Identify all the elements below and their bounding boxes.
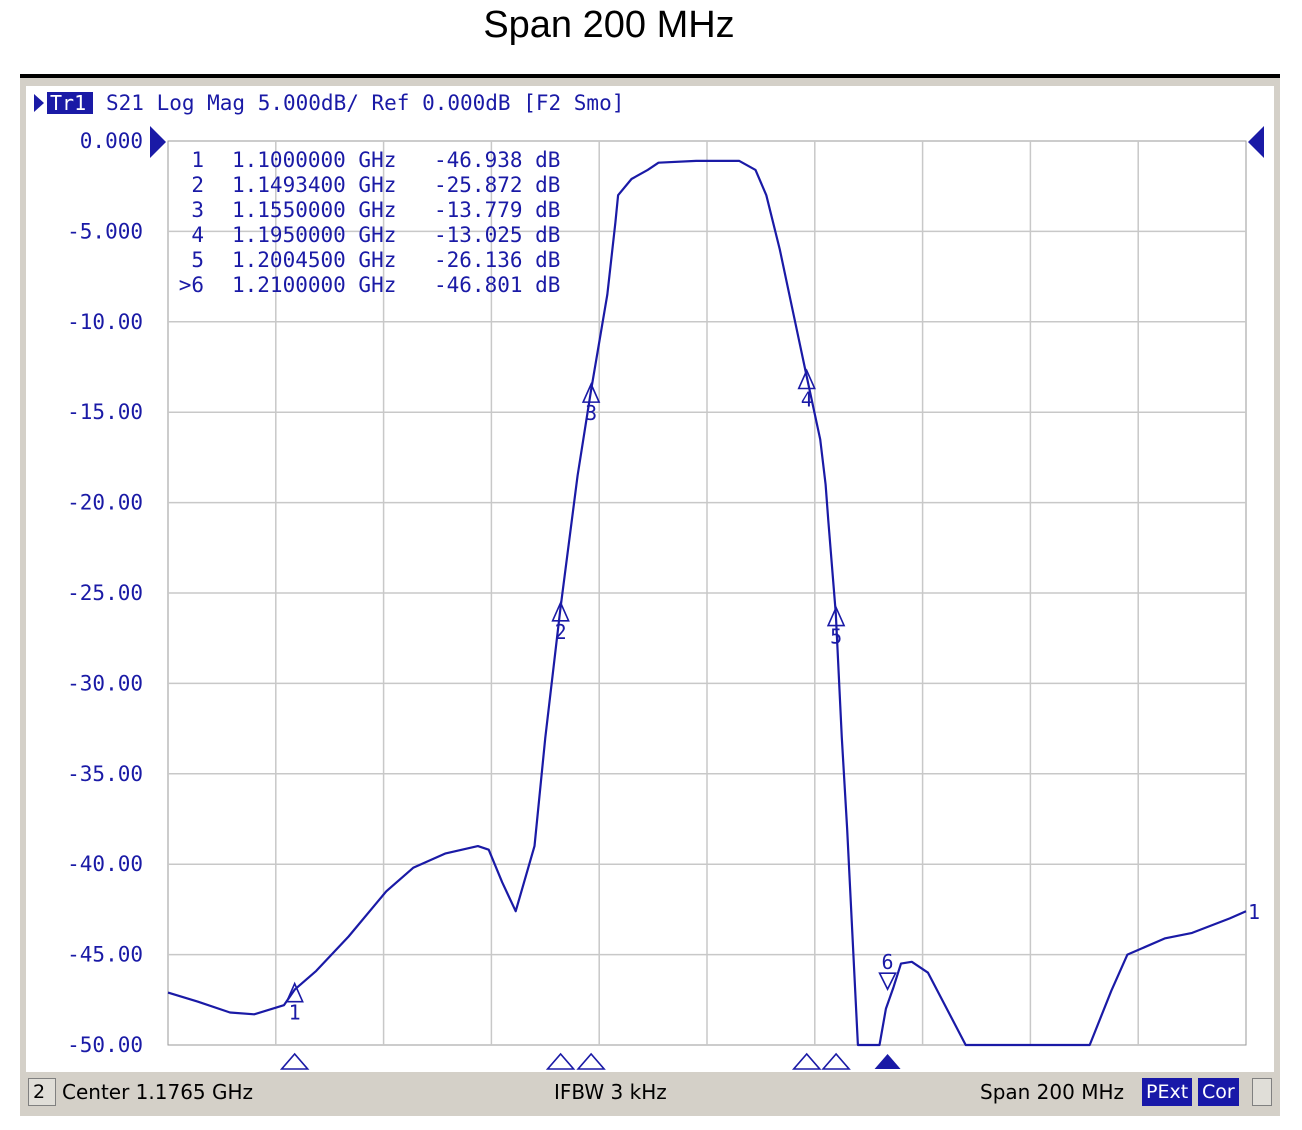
y-tick-label: -25.00	[67, 581, 143, 605]
trace-tag-box[interactable]	[47, 92, 93, 114]
trace-line-s21	[167, 159, 1247, 1047]
correction-flag[interactable]: Cor	[1198, 1078, 1239, 1106]
trace-tag[interactable]: Tr1	[50, 91, 86, 115]
marker-layer: 1 2 3 4 5 6	[279, 368, 901, 1070]
y-tick-label: -10.00	[67, 310, 143, 334]
marker-position-icon	[279, 1052, 310, 1070]
center-frequency[interactable]: Center 1.1765 GHz	[62, 1080, 254, 1104]
status-end-box	[1252, 1078, 1272, 1106]
span-setting[interactable]: Span 200 MHz	[980, 1080, 1125, 1104]
reference-level-right-icon[interactable]	[1248, 126, 1264, 158]
marker-table-frequency: 1.2100000 GHz	[232, 273, 396, 297]
marker-triangle-icon	[797, 368, 816, 390]
marker-label: 6	[882, 950, 894, 974]
trace-end-label: 1	[1248, 900, 1260, 924]
marker-position-icon	[545, 1052, 576, 1070]
marker-label: 1	[289, 1001, 301, 1025]
marker-table-value: -46.801 dB	[434, 273, 560, 297]
marker-table-id: 3	[191, 198, 204, 222]
y-axis-labels: 0.000 -5.000 -10.00 -15.00 -20.00 -25.00 -30.0…	[67, 129, 143, 1057]
y-tick-label: -30.00	[67, 671, 143, 695]
y-tick-label: -50.00	[67, 1033, 143, 1057]
marker-table-id: 4	[191, 223, 204, 247]
marker-table-id: 5	[191, 248, 204, 272]
y-tick-label: 0.000	[80, 129, 143, 153]
marker-table-value: -13.025 dB	[434, 223, 560, 247]
marker-label: 5	[830, 625, 842, 649]
y-tick-label: -20.00	[67, 491, 143, 515]
marker-triangle-icon	[878, 972, 897, 991]
status-bar: 2 Center 1.1765 GHz IFBW 3 kHz Span 200 …	[26, 1074, 1276, 1112]
y-tick-label: -35.00	[67, 762, 143, 786]
trace-header-text: S21 Log Mag 5.000dB/ Ref 0.000dB [F2 Smo…	[106, 91, 624, 115]
marker-table-id: 2	[191, 173, 204, 197]
marker-table-value: -25.872 dB	[434, 173, 560, 197]
marker-table-id: 1	[191, 148, 204, 172]
marker-table-id: >6	[179, 273, 204, 297]
ifbw-setting[interactable]: IFBW 3 kHz	[554, 1080, 667, 1104]
marker-triangle-icon	[551, 600, 570, 622]
marker-triangle-icon	[285, 981, 304, 1003]
marker-label: 2	[555, 620, 567, 644]
marker-table-value: -26.136 dB	[434, 248, 560, 272]
marker-table-frequency: 1.2004500 GHz	[232, 248, 396, 272]
marker-table-frequency: 1.1493400 GHz	[232, 173, 396, 197]
marker-triangle-icon	[581, 382, 601, 403]
marker-position-active-icon	[874, 1054, 901, 1069]
marker-table: 1 1.1000000 GHz -46.938 dB 2 1.1493400 GHz -2…	[179, 148, 561, 297]
channel-indicator[interactable]: 2	[28, 1078, 56, 1106]
grid-lines	[168, 141, 1246, 1045]
marker-table-value: -13.779 dB	[434, 198, 560, 222]
y-tick-label: -45.00	[67, 943, 143, 967]
marker-label: 3	[585, 401, 597, 425]
y-tick-label: -5.000	[67, 219, 143, 243]
trace-active-indicator-icon[interactable]	[34, 94, 44, 112]
marker-table-frequency: 1.1950000 GHz	[232, 223, 396, 247]
marker-position-icon	[791, 1052, 822, 1070]
marker-table-frequency: 1.1550000 GHz	[232, 198, 396, 222]
marker-table-frequency: 1.1000000 GHz	[232, 148, 396, 172]
marker-position-icon	[576, 1052, 606, 1070]
chart-caption: Span 200 MHz	[483, 4, 735, 46]
marker-label: 4	[801, 387, 813, 411]
reference-level-left-icon[interactable]	[150, 126, 166, 158]
port-extension-flag[interactable]: PExt	[1142, 1078, 1193, 1106]
trace-layer: 1	[167, 159, 1260, 1047]
marker-table-value: -46.938 dB	[434, 148, 560, 172]
marker-triangle-icon	[826, 605, 846, 627]
marker-position-icon	[821, 1052, 851, 1070]
y-tick-label: -40.00	[67, 852, 143, 876]
y-tick-label: -15.00	[67, 400, 143, 424]
